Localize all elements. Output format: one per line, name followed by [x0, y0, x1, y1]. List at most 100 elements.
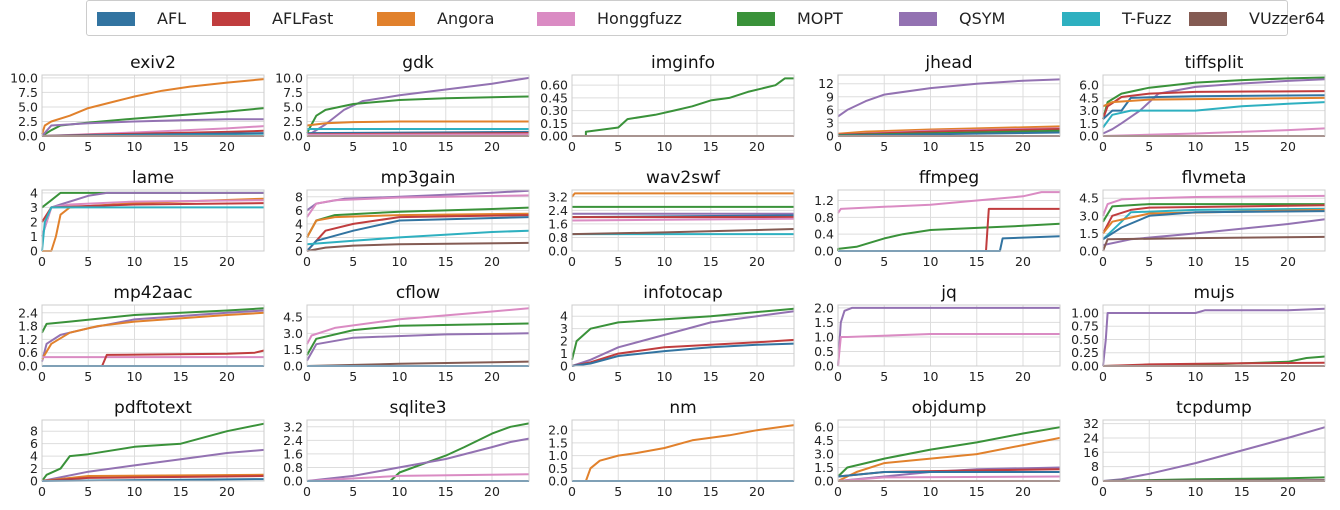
- x-tick-label: 10: [392, 484, 408, 499]
- x-tick-label: 10: [392, 254, 408, 269]
- x-tick-label: 10: [1188, 254, 1204, 269]
- series-line-qsym: [306, 437, 530, 482]
- plot-frame: [837, 189, 1061, 252]
- x-tick-label: 15: [438, 369, 454, 384]
- plot-frame: [41, 74, 265, 137]
- plot-frame: [837, 74, 1061, 137]
- series-line-honggfuzz: [1102, 194, 1326, 217]
- x-tick-label: 20: [1015, 484, 1031, 499]
- plot-frame: [41, 419, 265, 482]
- subplot-title: tiffsplit: [1185, 53, 1244, 73]
- subplot-title: imginfo: [651, 53, 715, 73]
- x-tick-label: 0: [38, 369, 46, 384]
- plot-frame: [837, 419, 1061, 482]
- series-line-qsym: [306, 332, 530, 362]
- x-tick-label: 20: [749, 254, 765, 269]
- subplot-title: mp42aac: [113, 283, 192, 303]
- subplot-title: sqlite3: [389, 398, 446, 418]
- y-tick-label: 1.2: [814, 193, 834, 208]
- x-tick-label: 0: [1099, 139, 1107, 154]
- series-line-mopt: [571, 307, 795, 361]
- series-line-angora: [306, 120, 529, 127]
- legend-label: AFL: [157, 9, 187, 28]
- series-line-honggfuzz: [41, 199, 265, 237]
- series-line-honggfuzz: [306, 307, 530, 345]
- x-tick-label: 20: [749, 369, 765, 384]
- y-tick-label: 0: [826, 129, 834, 144]
- x-tick-label: 20: [1015, 369, 1031, 384]
- x-tick-label: 20: [219, 484, 235, 499]
- series-line-t-fuzz: [1102, 101, 1326, 129]
- y-tick-label: 4: [30, 185, 38, 200]
- plot-frame: [306, 419, 530, 482]
- legend: AFL AFLFast Angora Honggfuzz MOPT QSYM T-Fuzz V…: [86, 0, 1325, 36]
- y-tick-label: 2.0: [814, 300, 834, 315]
- subplot-title: gdk: [402, 53, 434, 73]
- series-line-honggfuzz: [306, 133, 530, 136]
- series-line-mopt: [306, 95, 530, 134]
- y-tick-label: 0.0: [283, 474, 303, 489]
- x-tick-label: 5: [1145, 484, 1153, 499]
- y-tick-label: 0.0: [548, 474, 568, 489]
- series-line-t-fuzz: [1102, 207, 1326, 241]
- y-tick-label: 2: [295, 230, 303, 245]
- y-tick-label: 7.5: [18, 85, 38, 100]
- series-line-angora: [837, 436, 1061, 482]
- plot-area: [572, 75, 794, 136]
- series-line-angora: [306, 212, 530, 238]
- x-tick-label: 0: [1099, 484, 1107, 499]
- series-line-angora: [1102, 96, 1326, 108]
- y-tick-label: 1.0: [814, 329, 834, 344]
- y-tick-label: 0: [1091, 474, 1099, 489]
- x-tick-label: 15: [173, 139, 189, 154]
- y-tick-label: 0: [560, 359, 568, 374]
- series-line-mopt: [1102, 203, 1325, 223]
- plot-frame: [571, 419, 795, 482]
- y-tick-label: 0.00: [540, 129, 568, 144]
- x-tick-label: 20: [484, 484, 500, 499]
- series-line-mopt: [307, 422, 530, 482]
- y-tick-label: 4: [30, 449, 38, 464]
- series-line-mopt: [572, 77, 794, 137]
- y-tick-label: 9: [826, 89, 834, 104]
- x-tick-label: 20: [1015, 254, 1031, 269]
- x-tick-label: 15: [438, 254, 454, 269]
- y-tick-label: 0.0: [1079, 244, 1099, 259]
- x-tick-label: 5: [614, 484, 622, 499]
- x-tick-label: 0: [568, 369, 576, 384]
- x-tick-label: 20: [1280, 369, 1296, 384]
- y-tick-label: 2.4: [283, 433, 303, 448]
- legend-label: T-Fuzz: [1122, 9, 1172, 28]
- y-tick-label: 1.6: [283, 446, 303, 461]
- plot-frame: [41, 304, 265, 367]
- y-tick-label: 1.6: [548, 216, 568, 231]
- y-tick-label: 0.0: [18, 129, 38, 144]
- x-tick-label: 20: [749, 484, 765, 499]
- y-tick-label: 0.75: [1071, 319, 1099, 334]
- series-line-vuzzer64: [306, 241, 530, 252]
- x-tick-label: 10: [127, 254, 143, 269]
- y-tick-label: 6.0: [1079, 78, 1099, 93]
- y-tick-label: 4.5: [1079, 191, 1099, 206]
- x-tick-label: 20: [219, 139, 235, 154]
- x-tick-label: 20: [484, 369, 500, 384]
- x-tick-label: 10: [392, 139, 408, 154]
- y-tick-label: 16: [1083, 445, 1099, 460]
- y-tick-label: 10.0: [275, 70, 303, 85]
- y-tick-label: 12: [818, 76, 834, 91]
- legend-swatch: [377, 12, 415, 26]
- x-tick-label: 10: [127, 139, 143, 154]
- x-tick-label: 15: [969, 139, 985, 154]
- y-tick-label: 5.0: [18, 99, 38, 114]
- x-tick-label: 0: [1099, 254, 1107, 269]
- subplot-title: ffmpeg: [919, 168, 979, 188]
- x-tick-label: 20: [484, 254, 500, 269]
- plot-frame: [1102, 74, 1326, 137]
- plot-area: [1103, 75, 1325, 136]
- x-tick-label: 0: [303, 254, 311, 269]
- y-tick-label: 0.0: [283, 129, 303, 144]
- subplot-title: tcpdump: [1176, 398, 1252, 418]
